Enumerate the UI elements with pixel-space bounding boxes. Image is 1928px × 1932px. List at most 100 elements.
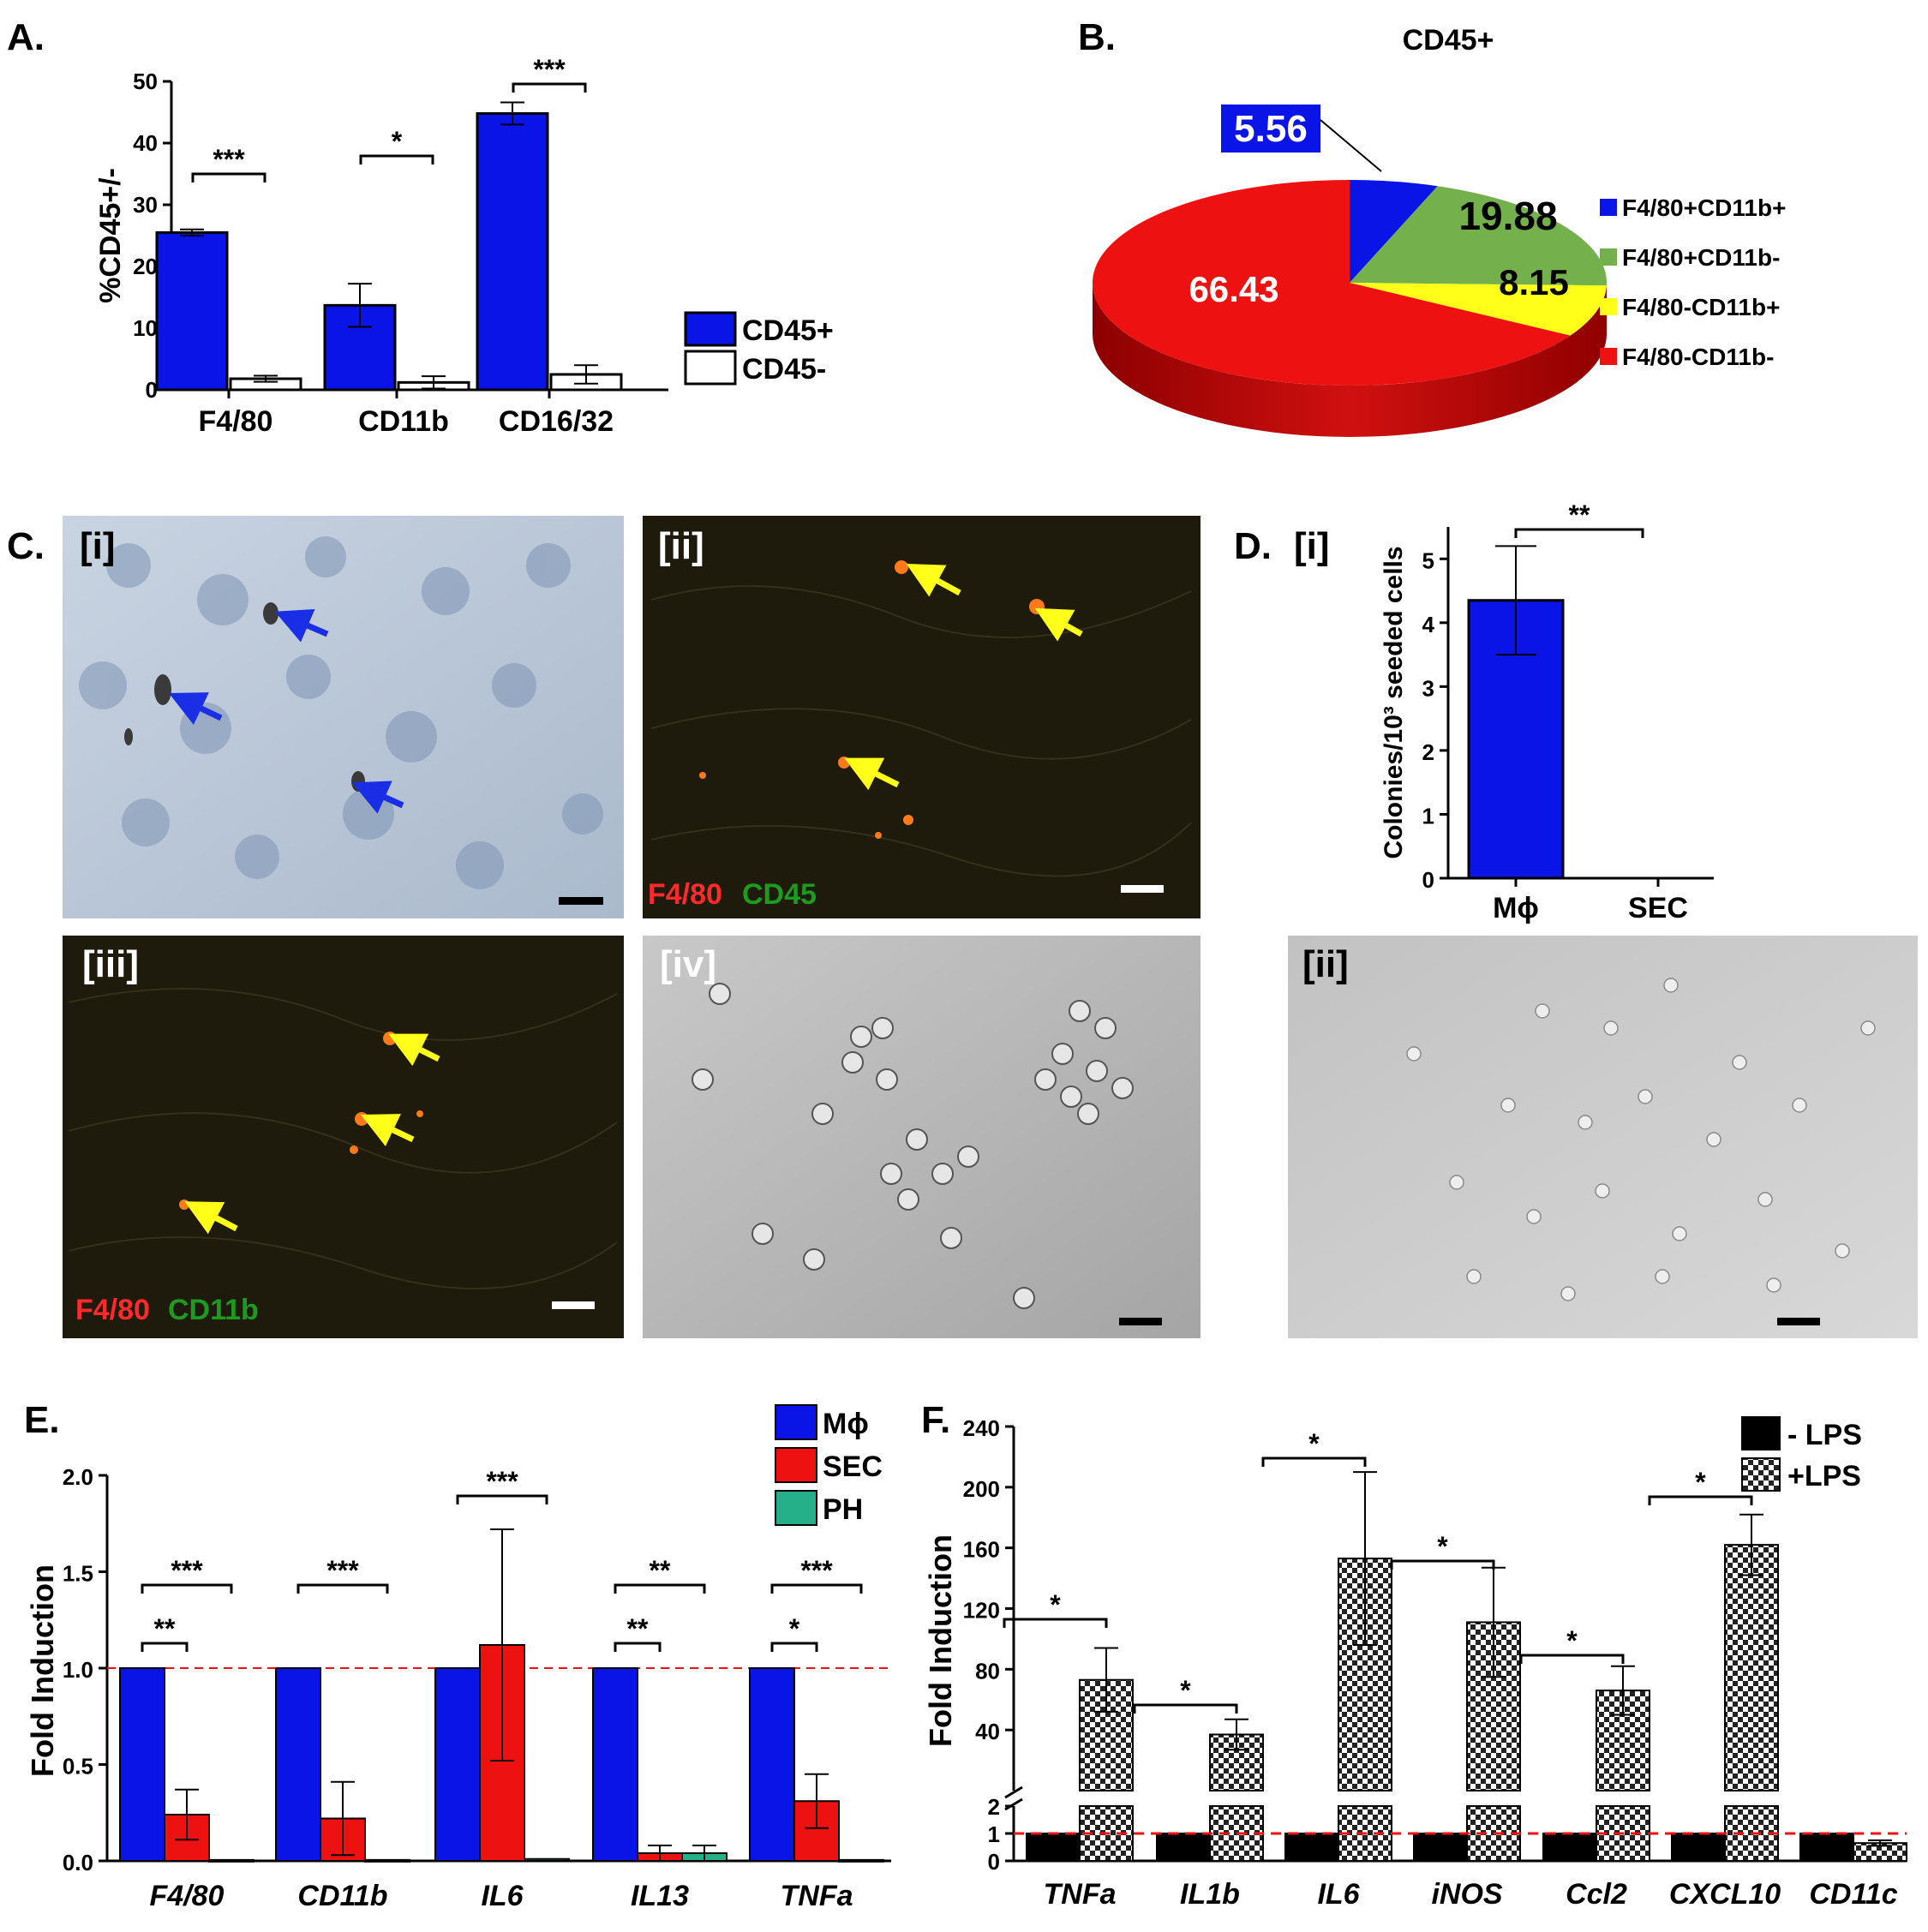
stain-label-c-ii-red: F4/80 (648, 878, 722, 911)
legend-label: SEC (823, 1450, 883, 1483)
significance-label: * (1180, 1675, 1191, 1706)
y-tick-label: 1 (988, 1821, 1000, 1847)
legend-swatch (684, 350, 737, 386)
panel-label-d: D. (1234, 525, 1272, 567)
x-tick-label: CD16/32 (499, 405, 614, 438)
legend-swatch (1600, 248, 1617, 266)
y-tick-label: 40 (975, 1719, 1000, 1744)
y-tick-label: 2 (1422, 739, 1434, 765)
legend-label: F4/80+CD11b+ (1622, 194, 1786, 221)
significance-bracket (614, 1642, 662, 1652)
value-label: 66.43 (1189, 269, 1278, 309)
pie-slice (1350, 283, 1607, 336)
micrograph-c-i: [i] (63, 516, 624, 918)
y-tick-label: 80 (975, 1658, 1000, 1684)
y-tick-label: 120 (963, 1598, 1000, 1624)
value-label-box (1221, 105, 1320, 153)
significance-label: *** (800, 1555, 833, 1586)
label-c-iv: [iv] (660, 943, 716, 985)
y-tick-label: 2 (988, 1794, 1000, 1820)
legend-swatch (684, 311, 737, 347)
stain-label-c-iii-red: F4/80 (75, 1294, 150, 1326)
legend-swatch (775, 1490, 817, 1526)
bar-plus-lps-upper (1724, 1544, 1779, 1791)
legend-swatch (1741, 1457, 1781, 1492)
legend-label: F4/80-CD11b+ (1622, 294, 1780, 320)
y-tick-label: 1.0 (63, 1657, 93, 1683)
significance-label: ** (650, 1555, 671, 1586)
y-tick-label: 0 (1422, 867, 1434, 893)
label-d-i: [i] (1294, 525, 1330, 567)
bar-mphi (749, 1667, 795, 1862)
legend-label: Mϕ (823, 1408, 869, 1440)
chart-b-pie: CD45+ 5.56 19.88 8.15 66.43 F4/80+CD11b+ F4/80… (1093, 24, 1786, 437)
significance-label: * (1695, 1467, 1706, 1498)
significance-label: *** (213, 144, 245, 175)
x-tick-label: F4/80 (199, 405, 273, 438)
y-tick-label: 0.5 (63, 1754, 93, 1779)
significance-bracket (141, 1642, 189, 1652)
significance-bracket (1648, 1495, 1753, 1505)
significance-bracket (296, 1583, 389, 1594)
bar-mphi (275, 1667, 321, 1862)
bar-minus-lps (1156, 1833, 1211, 1862)
x-tick-label: IL1b (1180, 1878, 1240, 1911)
significance-bracket (614, 1583, 706, 1594)
bar-mphi (592, 1667, 638, 1862)
bar-cd45pos (476, 111, 549, 392)
legend-label: F4/80+CD11b- (1622, 244, 1780, 271)
significance-label: *** (533, 54, 566, 85)
legend-swatch (775, 1447, 817, 1483)
value-label: 8.15 (1499, 262, 1569, 302)
significance-bracket (1133, 1703, 1238, 1714)
y-tick-label: 50 (133, 69, 158, 94)
micrograph-c-ii: [ii] F4/80 CD45 (643, 516, 1201, 918)
significance-bracket (1519, 1654, 1625, 1664)
x-tick-label: IL6 (1317, 1878, 1360, 1911)
label-c-iii: [iii] (82, 943, 139, 985)
label-c-i: [i] (80, 525, 116, 567)
leader-line (1320, 119, 1382, 172)
y-tick-label: 40 (133, 130, 158, 156)
x-tick-label: CD11b (358, 405, 449, 438)
significance-label: *** (171, 1555, 203, 1586)
x-tick-label: CXCL10 (1669, 1878, 1781, 1911)
chart-d-i: 0 1 2 3 4 5 Colonies/10³ seeded cells Mϕ SEC ** (1380, 499, 1714, 924)
x-tick-label: CD11b (297, 1880, 387, 1912)
x-tick-label: iNOS (1431, 1878, 1502, 1911)
legend-swatch (1741, 1416, 1781, 1450)
bar-minus-lps (1413, 1833, 1468, 1862)
y-tick-label: 2.0 (63, 1464, 93, 1490)
bar-ph (838, 1858, 884, 1863)
significance-bracket (770, 1642, 818, 1652)
significance-label: * (1566, 1625, 1578, 1656)
value-label: 5.56 (1234, 108, 1308, 150)
significance-label: * (1308, 1428, 1320, 1459)
significance-bracket (1003, 1618, 1108, 1628)
bar-ph (364, 1858, 410, 1863)
significance-bracket (191, 172, 266, 182)
significance-label: ** (154, 1613, 176, 1644)
significance-bracket (141, 1583, 233, 1594)
panel-label-a: A. (7, 16, 45, 58)
y-tick-label: 10 (133, 315, 158, 341)
bar-minus-lps (1799, 1833, 1854, 1862)
legend-label: CD45- (742, 353, 826, 386)
significance-bracket (1390, 1559, 1495, 1570)
y-tick-label: 0.0 (63, 1850, 93, 1875)
x-tick-label: TNFa (1044, 1878, 1117, 1911)
y-tick-label: 200 (963, 1476, 1000, 1502)
significance-bracket (770, 1583, 863, 1594)
label-c-ii: [ii] (658, 525, 704, 567)
y-tick-label: 20 (133, 254, 158, 279)
bar-plus-lps-upper (1209, 1733, 1264, 1791)
bar-minus-lps (1542, 1833, 1597, 1862)
significance-label: * (392, 126, 403, 157)
chart-f: 40 80 120 160 200 240 012 Fold Induction TNFa IL1… (923, 1415, 1907, 1911)
significance-label: * (1050, 1589, 1061, 1620)
x-tick-label: Ccl2 (1566, 1878, 1627, 1911)
legend-swatch (775, 1404, 817, 1440)
stain-label-c-ii-green: CD45 (742, 878, 817, 911)
